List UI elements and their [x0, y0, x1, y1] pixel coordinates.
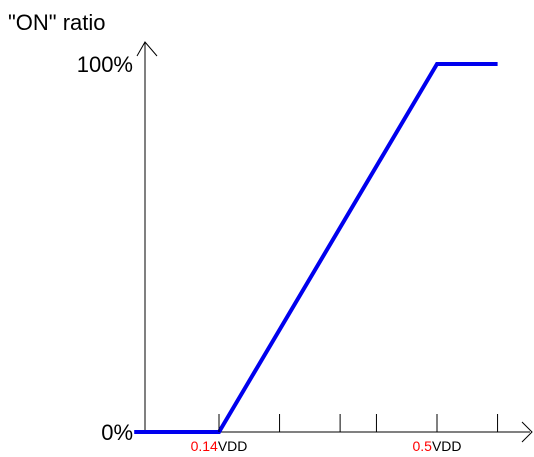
- x-tick-label: 0.14VDD: [191, 438, 248, 454]
- axes: [136, 41, 533, 443]
- y-tick-label: 0%: [101, 420, 133, 445]
- series-layer: [134, 62, 498, 434]
- y-axis-arrow-icon: [136, 41, 158, 57]
- x-tick-label: 0.5VDD: [412, 438, 461, 454]
- ticks-layer: 0%100%0.14VDD 0.5VDD: [77, 52, 499, 454]
- x-tick-number: 0.5: [412, 438, 432, 454]
- x-tick-unit: VDD: [432, 438, 462, 454]
- x-axis-arrow-icon: [521, 421, 533, 443]
- x-tick-unit: VDD: [218, 438, 248, 454]
- y-tick-label: 100%: [77, 52, 133, 77]
- series-line: [134, 62, 498, 434]
- y-axis-label: "ON" ratio: [8, 10, 106, 35]
- x-tick-number: 0.14: [191, 438, 218, 454]
